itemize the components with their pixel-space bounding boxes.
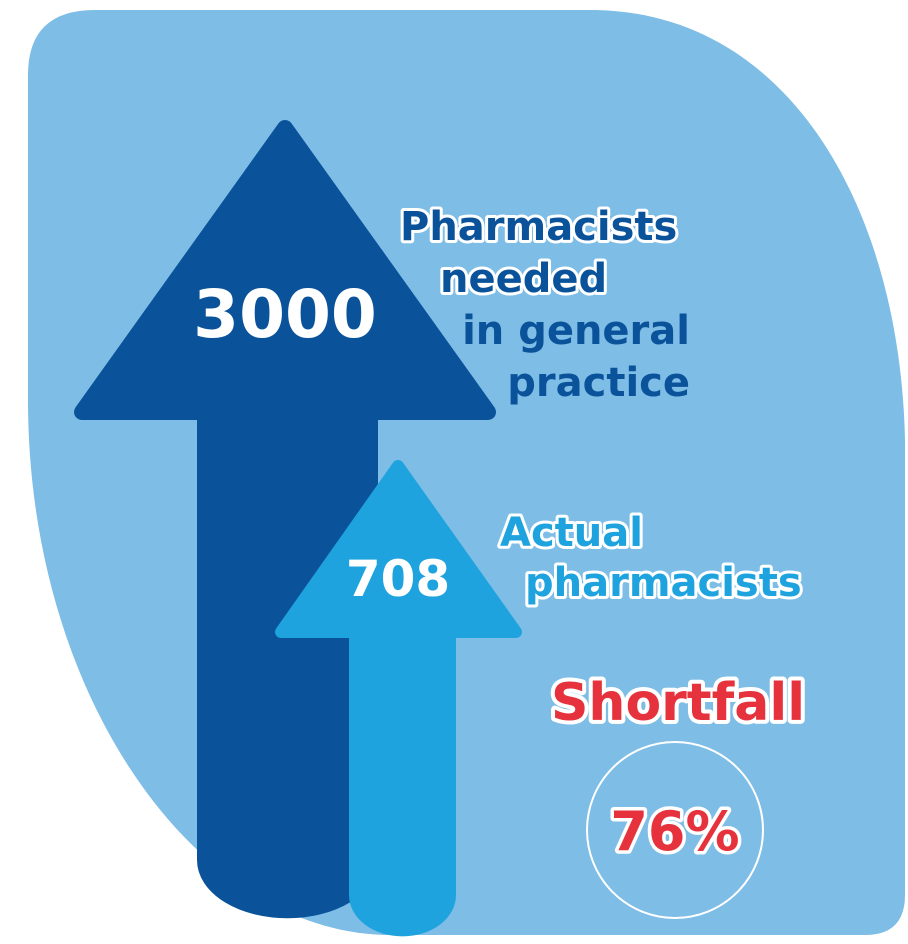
actual-label: pharmacists <box>525 560 802 606</box>
shortfall-title: Shortfall <box>551 673 805 733</box>
needed-label: needed <box>440 256 607 302</box>
actual-number: 708 <box>346 550 450 608</box>
needed-number: 3000 <box>193 276 377 353</box>
needed-label: practice <box>507 360 690 406</box>
needed-label: in general <box>462 308 690 354</box>
shortfall-percent: 76% <box>610 800 739 863</box>
actual-label: Actual <box>500 510 643 556</box>
shortfall-circle <box>586 741 764 919</box>
actual-arrow <box>275 460 522 937</box>
background-shape <box>28 10 905 935</box>
needed-label: Pharmacists <box>400 204 677 250</box>
